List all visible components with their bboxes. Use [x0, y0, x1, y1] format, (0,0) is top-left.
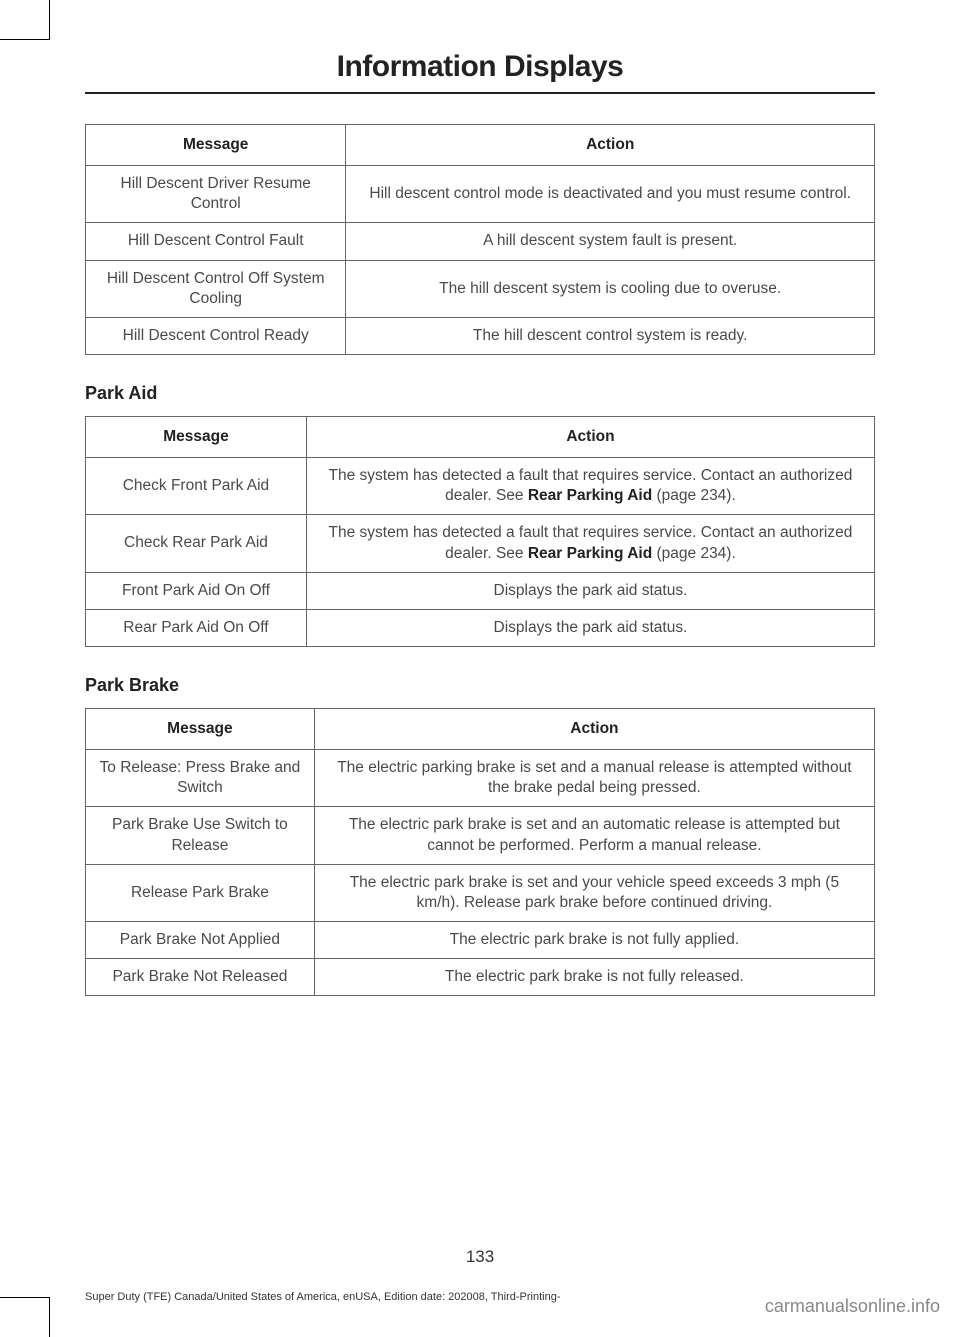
- message-cell: Hill Descent Control Off System Cooling: [86, 260, 346, 317]
- message-cell: Rear Park Aid On Off: [86, 609, 307, 646]
- table-row: Release Park Brake The electric park bra…: [86, 864, 875, 921]
- message-cell: Hill Descent Control Ready: [86, 317, 346, 354]
- table-row: Front Park Aid On Off Displays the park …: [86, 572, 875, 609]
- park-brake-table: Message Action To Release: Press Brake a…: [85, 708, 875, 996]
- table-row: Park Brake Not Released The electric par…: [86, 959, 875, 996]
- table-row: Hill Descent Driver Resume Control Hill …: [86, 166, 875, 223]
- message-cell: Release Park Brake: [86, 864, 315, 921]
- table-row: Rear Park Aid On Off Displays the park a…: [86, 609, 875, 646]
- table-row: Check Rear Park Aid The system has detec…: [86, 515, 875, 572]
- park-aid-table: Message Action Check Front Park Aid The …: [85, 416, 875, 647]
- action-cell: The electric park brake is set and an au…: [314, 807, 874, 864]
- footer-edition: Super Duty (TFE) Canada/United States of…: [85, 1291, 560, 1303]
- message-cell: Park Brake Use Switch to Release: [86, 807, 315, 864]
- message-cell: Hill Descent Control Fault: [86, 223, 346, 260]
- action-text: (page 234).: [652, 545, 736, 562]
- table-header-action: Action: [314, 708, 874, 749]
- table-row: Park Brake Not Applied The electric park…: [86, 921, 875, 958]
- hill-descent-table: Message Action Hill Descent Driver Resum…: [85, 124, 875, 355]
- action-cell: Displays the park aid status.: [306, 572, 874, 609]
- action-cell: The electric park brake is not fully rel…: [314, 959, 874, 996]
- watermark: carmanualsonline.info: [765, 1296, 940, 1317]
- action-cell: The system has detected a fault that req…: [306, 458, 874, 515]
- crop-mark-tl: [0, 0, 50, 40]
- rear-parking-aid-link: Rear Parking Aid: [528, 545, 652, 562]
- message-cell: Park Brake Not Released: [86, 959, 315, 996]
- action-cell: The hill descent control system is ready…: [346, 317, 875, 354]
- table-header-action: Action: [346, 125, 875, 166]
- action-text: (page 234).: [652, 487, 736, 504]
- table-header-action: Action: [306, 416, 874, 457]
- action-cell: Hill descent control mode is deactivated…: [346, 166, 875, 223]
- table-row: Hill Descent Control Off System Cooling …: [86, 260, 875, 317]
- message-cell: To Release: Press Brake and Switch: [86, 750, 315, 807]
- park-brake-heading: Park Brake: [85, 675, 875, 696]
- message-cell: Hill Descent Driver Resume Control: [86, 166, 346, 223]
- message-cell: Check Front Park Aid: [86, 458, 307, 515]
- table-row: Hill Descent Control Ready The hill desc…: [86, 317, 875, 354]
- table-row: Check Front Park Aid The system has dete…: [86, 458, 875, 515]
- crop-mark-bl: [0, 1297, 50, 1337]
- action-cell: A hill descent system fault is present.: [346, 223, 875, 260]
- page-container: Information Displays Message Action Hill…: [0, 0, 960, 1046]
- table-header-message: Message: [86, 125, 346, 166]
- table-row: To Release: Press Brake and Switch The e…: [86, 750, 875, 807]
- action-cell: The electric park brake is not fully app…: [314, 921, 874, 958]
- action-cell: The hill descent system is cooling due t…: [346, 260, 875, 317]
- message-cell: Park Brake Not Applied: [86, 921, 315, 958]
- chapter-title: Information Displays: [85, 50, 875, 84]
- action-cell: Displays the park aid status.: [306, 609, 874, 646]
- action-cell: The system has detected a fault that req…: [306, 515, 874, 572]
- chapter-rule: [85, 92, 875, 94]
- table-header-message: Message: [86, 708, 315, 749]
- rear-parking-aid-link: Rear Parking Aid: [528, 487, 652, 504]
- table-row: Hill Descent Control Fault A hill descen…: [86, 223, 875, 260]
- message-cell: Front Park Aid On Off: [86, 572, 307, 609]
- page-number: 133: [0, 1247, 960, 1267]
- message-cell: Check Rear Park Aid: [86, 515, 307, 572]
- action-cell: The electric parking brake is set and a …: [314, 750, 874, 807]
- table-header-message: Message: [86, 416, 307, 457]
- table-row: Park Brake Use Switch to Release The ele…: [86, 807, 875, 864]
- park-aid-heading: Park Aid: [85, 383, 875, 404]
- action-cell: The electric park brake is set and your …: [314, 864, 874, 921]
